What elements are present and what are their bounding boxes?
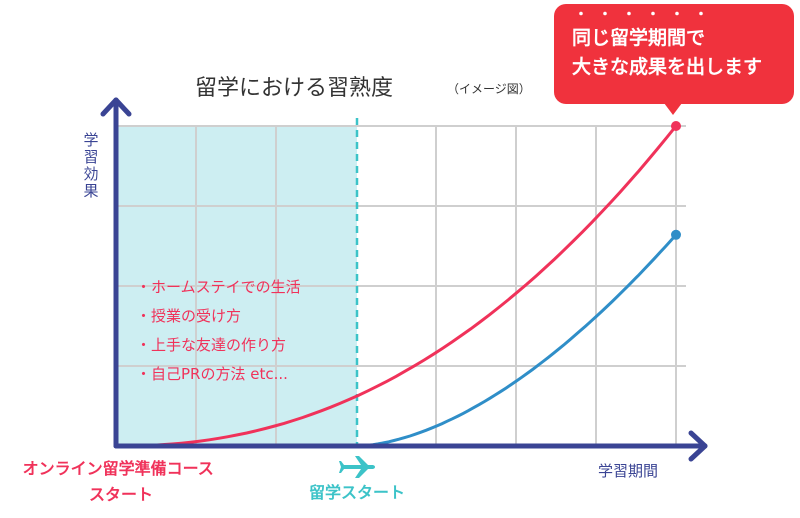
grid-lines <box>116 125 686 446</box>
callout-bubble: ・・・・・・ 同じ留学期間で 大きな成果を出します <box>554 4 794 115</box>
chart-title-note: （イメージ図） <box>447 82 531 96</box>
y-axis-arrowhead <box>100 97 132 117</box>
series-line-with-prep <box>116 125 678 448</box>
chart-title: 留学における習熟度 <box>195 76 393 101</box>
airplane-icon <box>339 456 375 478</box>
bullet-list: ・ホームステイでの生活 ・授業の受け方 ・上手な友達の作り方 ・自己PRの方法 … <box>136 278 301 383</box>
x-axis-arrowhead <box>688 430 708 462</box>
y-axis-label-line1: 学 <box>83 131 98 149</box>
series-endpoint-with-prep <box>671 121 681 131</box>
bullet-item: ・上手な友達の作り方 <box>136 336 286 354</box>
axes <box>100 97 708 462</box>
emphasis-dots: ・・・・・・ <box>574 7 718 23</box>
x-axis-label: 学習期間 <box>598 462 658 480</box>
study-abroad-start-label: 留学スタート <box>309 483 405 502</box>
bullet-item: ・授業の受け方 <box>136 307 241 325</box>
series-line-without-prep <box>356 233 678 448</box>
y-axis-label-line3: 効 <box>83 165 98 183</box>
series-endpoint-without-prep <box>671 229 681 240</box>
y-axis-label-line2: 習 <box>83 148 98 166</box>
callout-line2: 大きな成果を出します <box>572 56 763 78</box>
bullet-item: ・自己PRの方法 etc... <box>136 365 288 383</box>
prep-course-start-label: オンライン留学準備コース スタート <box>23 459 220 504</box>
bullet-item: ・ホームステイでの生活 <box>136 278 301 296</box>
y-axis-label-line4: 果 <box>83 182 98 200</box>
y-axis-label: 学 習 効 果 <box>83 131 98 200</box>
callout-line1: 同じ留学期間で <box>572 27 706 49</box>
